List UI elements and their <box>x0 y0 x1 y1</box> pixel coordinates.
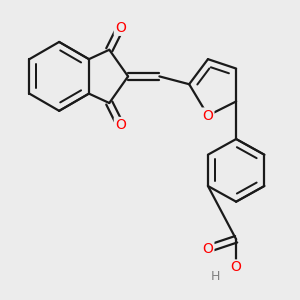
Text: O: O <box>115 118 126 132</box>
Text: O: O <box>202 242 213 256</box>
Text: O: O <box>202 109 213 122</box>
Text: O: O <box>115 21 126 35</box>
Text: O: O <box>231 260 242 274</box>
Text: H: H <box>211 270 220 284</box>
